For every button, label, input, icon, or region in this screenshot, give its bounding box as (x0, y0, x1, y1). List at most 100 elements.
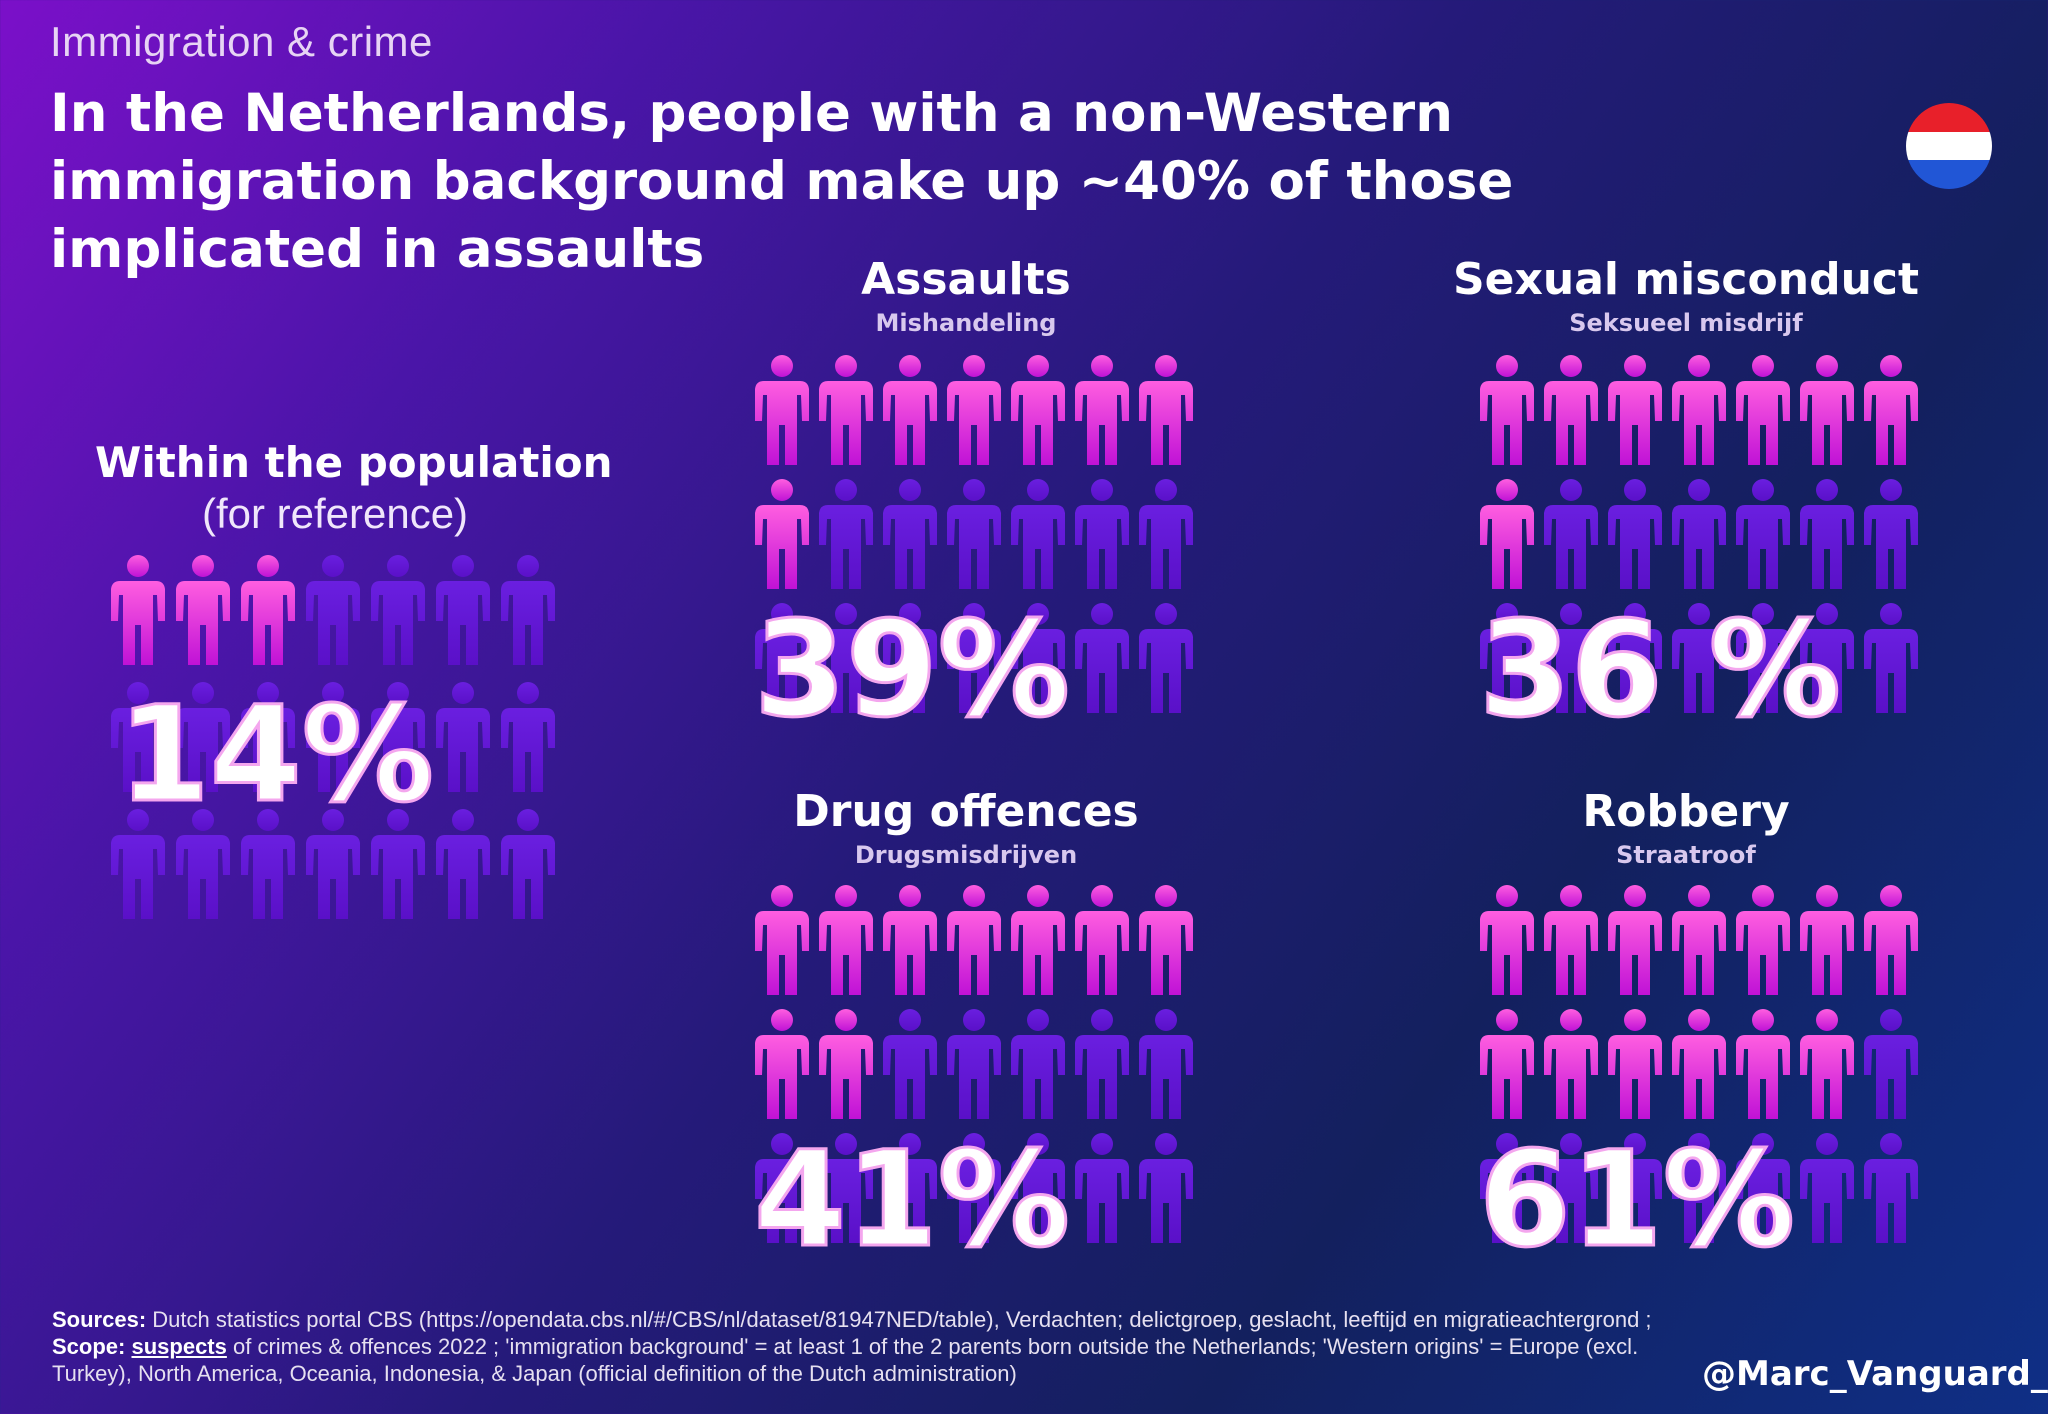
reference-title: Within the population (95, 438, 613, 487)
person-icon-highlighted (755, 479, 809, 589)
scope-label: Scope: (52, 1334, 126, 1359)
person-icon (819, 603, 873, 713)
person-icon-highlighted (1075, 355, 1129, 465)
person-icon (1736, 1133, 1790, 1243)
person-icon (1608, 479, 1662, 589)
person-icon (501, 682, 555, 792)
person-icon-highlighted (819, 355, 873, 465)
person-icon (371, 682, 425, 792)
panel-robbery-subtitle: Straatroof (1616, 841, 1756, 869)
person-icon (1864, 479, 1918, 589)
person-icon (436, 682, 490, 792)
person-icon-highlighted (1608, 885, 1662, 995)
person-icon (1011, 1009, 1065, 1119)
person-icon (883, 1133, 937, 1243)
person-icon (1075, 603, 1129, 713)
panel-robbery-percentage-label: 61% (1479, 1123, 1795, 1277)
person-icon (111, 682, 165, 792)
person-icon-highlighted (819, 1009, 873, 1119)
reference-pictogram: 14% (111, 555, 555, 919)
panel-drug-offences-subtitle: Drugsmisdrijven (854, 841, 1078, 869)
kicker-label: Immigration & crime (50, 18, 433, 65)
person-icon (883, 479, 937, 589)
person-icon-highlighted (1480, 885, 1534, 995)
person-icon-highlighted (1139, 355, 1193, 465)
person-icon (306, 809, 360, 919)
person-icon-highlighted (1736, 885, 1790, 995)
person-icon-highlighted (755, 885, 809, 995)
person-icon (1139, 603, 1193, 713)
person-icon (1480, 1133, 1534, 1243)
person-icon-highlighted (1864, 885, 1918, 995)
person-icon (1800, 1133, 1854, 1243)
person-icon (947, 1133, 1001, 1243)
person-icon (1075, 1133, 1129, 1243)
person-icon (1480, 603, 1534, 713)
reference-subtitle: (for reference) (201, 490, 469, 537)
scope-link[interactable]: suspects (131, 1334, 227, 1359)
panel-sexual-misconduct-title: Sexual misconduct (1452, 254, 1920, 305)
person-icon (1139, 479, 1193, 589)
person-icon (1864, 1009, 1918, 1119)
person-icon (883, 1009, 937, 1119)
person-icon (947, 603, 1001, 713)
person-icon (1011, 479, 1065, 589)
person-icon-highlighted (1480, 355, 1534, 465)
person-icon (1608, 603, 1662, 713)
sources-note: Sources: Dutch statistics portal CBS (ht… (52, 1306, 1692, 1387)
person-icon (1075, 479, 1129, 589)
person-icon (1544, 479, 1598, 589)
person-icon-highlighted (1544, 1009, 1598, 1119)
person-icon (1736, 603, 1790, 713)
person-icon-highlighted (1544, 355, 1598, 465)
panel-assaults-subtitle: Mishandeling (875, 309, 1057, 337)
person-icon (1672, 603, 1726, 713)
person-icon-highlighted (1544, 885, 1598, 995)
panel-robbery-pictogram: 61% (1478, 885, 1918, 1279)
person-icon (1800, 603, 1854, 713)
person-icon (436, 555, 490, 665)
person-icon (306, 555, 360, 665)
panel-assaults-pictogram: 39% (753, 355, 1193, 749)
panel-drug-offences-pictogram: 41% (753, 885, 1193, 1279)
author-handle[interactable]: @Marc_Vanguard_i (1702, 1354, 2048, 1394)
person-icon (883, 603, 937, 713)
person-icon (176, 682, 230, 792)
person-icon-highlighted (819, 885, 873, 995)
person-icon-highlighted (1672, 1009, 1726, 1119)
person-icon (1075, 1009, 1129, 1119)
panel-assaults-percentage-label: 39% (754, 593, 1070, 747)
person-icon-highlighted (1672, 355, 1726, 465)
headline: In the Netherlands, people with a non-We… (50, 83, 1514, 280)
person-icon-highlighted (1608, 1009, 1662, 1119)
person-icon (371, 555, 425, 665)
scope-text: of crimes & offences 2022 ; 'immigration… (52, 1334, 1639, 1386)
person-icon (176, 809, 230, 919)
person-icon-highlighted (1672, 885, 1726, 995)
person-icon (947, 1009, 1001, 1119)
person-icon (501, 555, 555, 665)
person-icon (1544, 603, 1598, 713)
person-icon-highlighted (1800, 1009, 1854, 1119)
panel-assaults-title: Assaults (861, 254, 1071, 305)
person-icon (306, 682, 360, 792)
person-icon (436, 809, 490, 919)
person-icon-highlighted (176, 555, 230, 665)
person-icon (819, 1133, 873, 1243)
person-icon-highlighted (1800, 355, 1854, 465)
person-icon-highlighted (883, 355, 937, 465)
person-icon (1736, 479, 1790, 589)
person-icon (1800, 479, 1854, 589)
person-icon (1672, 479, 1726, 589)
person-icon (1672, 1133, 1726, 1243)
person-icon-highlighted (883, 885, 937, 995)
person-icon-highlighted (241, 555, 295, 665)
netherlands-flag-icon (1906, 103, 1992, 189)
reference-percentage-label: 14% (118, 678, 434, 832)
person-icon-highlighted (1480, 1009, 1534, 1119)
panel-sexual-misconduct-pictogram: 36 % (1478, 355, 1918, 749)
person-icon (755, 603, 809, 713)
person-icon-highlighted (947, 355, 1001, 465)
person-icon-highlighted (1011, 885, 1065, 995)
person-icon-highlighted (1736, 355, 1790, 465)
